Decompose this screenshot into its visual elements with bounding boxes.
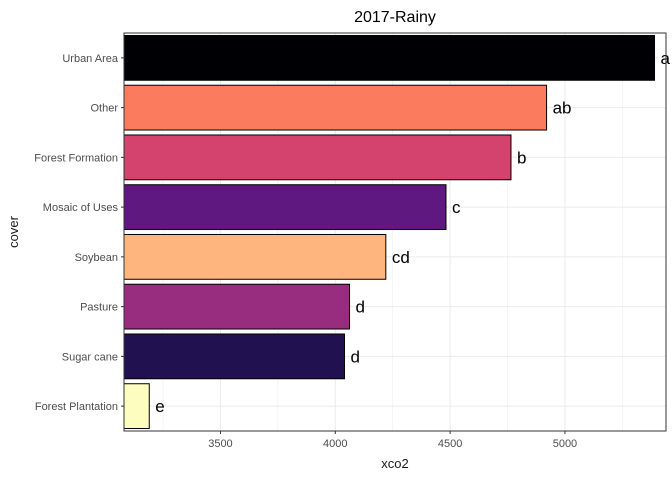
bar-significance-label: c [452, 198, 461, 217]
y-tick-label: Other [90, 103, 118, 115]
bar-sugar-cane [123, 333, 345, 380]
y-tick-label: Urban Area [62, 53, 119, 65]
y-tick-label: Forest Plantation [35, 401, 118, 413]
bar-significance-label: ab [553, 99, 572, 118]
panel-border [123, 32, 667, 432]
y-tick-label: Pasture [80, 302, 118, 314]
bar-urban-area [123, 34, 656, 81]
bar-other [123, 84, 548, 131]
axis-layer: Urban Area Other Forest Formation Mosaic of… [34, 53, 577, 450]
y-tick-label: Sugar cane [62, 351, 118, 363]
bar-significance-label: d [350, 347, 359, 366]
x-tick-label: 4000 [323, 438, 347, 450]
y-tick-label: Soybean [75, 252, 118, 264]
bar-forest-plantation [123, 383, 150, 430]
x-axis-title: xco2 [381, 456, 408, 471]
y-tick-label: Forest Formation [34, 152, 118, 164]
chart-title: 2017-Rainy [354, 9, 436, 26]
bar-significance-label: b [517, 148, 526, 167]
y-tick-label: Mosaic of Uses [43, 202, 119, 214]
bar-significance-label: cd [392, 248, 410, 267]
y-axis-title: cover [6, 215, 21, 247]
x-tick-label: 4500 [438, 438, 462, 450]
x-tick-label: 3500 [208, 438, 232, 450]
bar-significance-label: e [155, 397, 164, 416]
bar-mosaic-of-uses [123, 184, 447, 231]
bar-pasture [123, 283, 351, 330]
x-tick-label: 5000 [553, 438, 577, 450]
bar-forest-formation [123, 134, 512, 181]
bar-significance-label: d [356, 298, 365, 317]
bar-soybean [123, 233, 387, 280]
